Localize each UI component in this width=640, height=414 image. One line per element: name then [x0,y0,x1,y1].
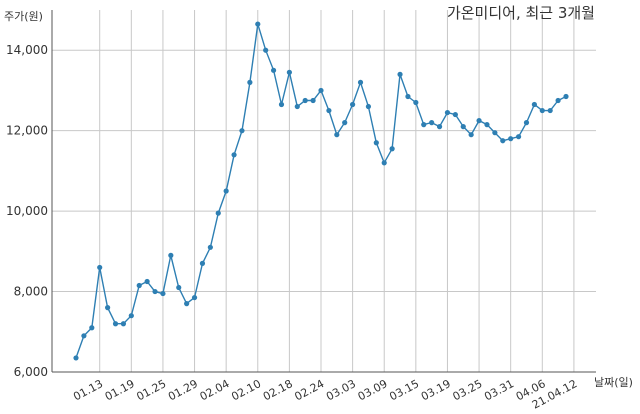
x-tick-label: 03.03 [324,377,358,403]
data-point [223,188,229,194]
data-point [81,333,87,339]
data-point [413,99,419,106]
x-tick-label: 02.24 [292,377,326,403]
data-point [389,146,395,152]
data-point [294,103,300,110]
y-tick-label: 14,000 [6,43,48,57]
x-tick-label: 03.19 [419,377,453,403]
data-point [270,67,277,73]
data-point [334,132,340,138]
data-point [436,124,443,130]
data-point [484,122,490,128]
x-tick-labels: 01.1301.1901.2501.2902.0402.1002.1802.24… [71,377,579,411]
data-point [539,107,545,114]
data-point [523,120,530,126]
y-tick-label: 10,000 [6,204,48,218]
y-tick-label: 6,000 [14,365,48,379]
y-tick-label: 8,000 [14,285,48,299]
data-point [144,278,150,285]
data-point [508,136,514,142]
x-tick-label: 01.29 [166,377,200,403]
x-tick-label: 03.31 [482,377,516,403]
x-tick-label: 02.18 [261,377,295,403]
data-point [128,313,134,319]
data-point [231,152,237,158]
data-point [105,305,111,311]
data-point [239,128,245,134]
data-point [429,120,435,126]
data-point [468,132,474,138]
data-point [278,101,285,108]
data-point [460,124,466,130]
data-point [318,87,324,94]
data-point [381,160,387,166]
y-axis-label: 주가(원) [4,10,43,23]
y-tick-labels: 6,000 8,000 10,000 12,000 14,000 [6,43,48,379]
data-point [168,252,174,258]
x-tick-label: 01.25 [134,377,168,403]
x-tick-label: 03.25 [451,377,485,403]
data-point [152,288,158,295]
data-point [350,101,356,108]
data-point [405,93,411,100]
data-point [136,282,142,289]
x-axis-label: 날짜(일) [594,375,633,389]
data-point [160,290,166,297]
data-point [89,325,95,331]
x-tick-label: 02.10 [229,377,263,403]
data-point [97,264,103,271]
data-point [500,138,506,144]
data-point [215,210,221,216]
data-point [207,244,213,250]
chart-title: 가온미디어, 최근 3개월 [447,4,595,22]
data-point [184,301,190,307]
price-series [73,21,569,361]
data-point [357,79,364,85]
x-tick-label: 01.19 [103,377,137,403]
x-tick-label: 03.15 [387,377,421,403]
data-point [373,140,379,146]
y-tick-label: 12,000 [6,124,48,138]
data-point [342,120,348,126]
data-point [547,107,553,114]
data-point [365,103,372,110]
data-point [247,79,253,85]
x-tick-label: 03.09 [356,377,390,403]
data-point [492,130,498,136]
data-point [112,321,119,327]
data-point [263,47,269,53]
data-point [255,21,261,27]
data-point [515,134,522,140]
data-point [444,109,451,116]
grid-lines [52,10,596,373]
data-point [73,355,79,361]
data-point [120,321,127,327]
data-point [563,93,569,100]
data-point [452,111,458,118]
x-tick-label: 02.04 [198,377,232,403]
data-point [199,260,206,266]
data-point [310,97,316,104]
axes [51,10,596,373]
data-point [397,71,403,77]
data-point [555,97,561,104]
x-tick-label: 01.13 [71,377,105,403]
data-point [191,294,198,301]
data-point [286,69,292,75]
data-point [176,284,182,291]
data-point [326,107,332,114]
data-point [476,118,482,124]
data-point [421,122,427,128]
data-point [302,97,308,104]
data-point [531,101,537,108]
